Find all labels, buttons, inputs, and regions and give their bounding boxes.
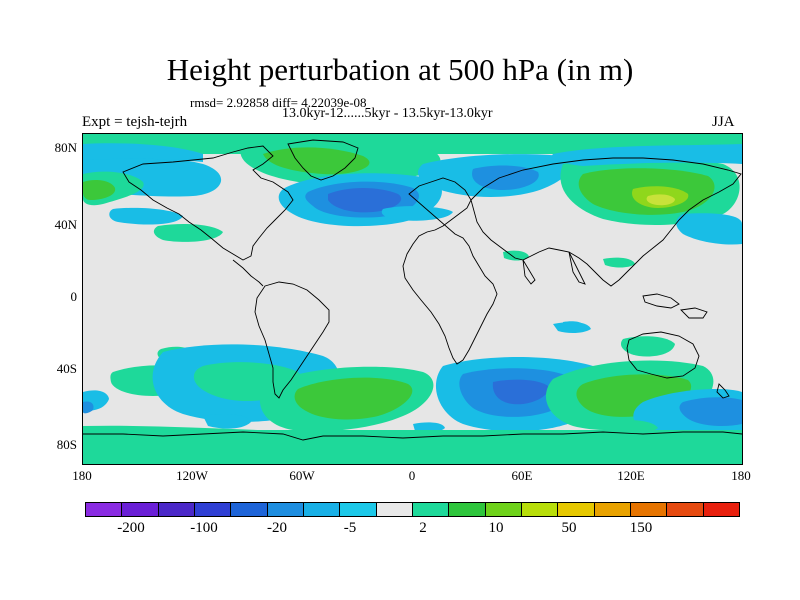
coastline-antarctica bbox=[83, 431, 742, 441]
colorbar-swatch bbox=[122, 503, 159, 516]
coastline-europe-africa bbox=[402, 177, 498, 365]
colorbar-swatch bbox=[267, 503, 304, 516]
colorbar-swatch bbox=[521, 503, 559, 516]
anomaly-region bbox=[676, 213, 742, 245]
anomaly-region bbox=[381, 206, 453, 221]
colorbar bbox=[85, 502, 740, 517]
lon-tick-label: 120E bbox=[617, 468, 645, 483]
colorbar-swatch bbox=[594, 503, 631, 516]
colorbar-label: -20 bbox=[267, 520, 287, 536]
colorbar-label: -200 bbox=[117, 520, 145, 536]
map-panel bbox=[82, 133, 743, 465]
coastline-greenland bbox=[287, 139, 359, 181]
anomaly-region bbox=[620, 336, 675, 357]
coastline-arabia bbox=[522, 259, 536, 285]
lat-tick-label: 80N bbox=[54, 140, 77, 155]
map-canvas bbox=[83, 134, 742, 464]
colorbar-label: 50 bbox=[561, 520, 577, 536]
anomaly-region bbox=[83, 143, 203, 162]
colorbar-swatch bbox=[376, 503, 413, 516]
lon-tick-label: 60W bbox=[289, 468, 315, 483]
anomaly-region bbox=[294, 377, 413, 420]
colorbar-swatch bbox=[558, 503, 595, 516]
anomaly-region bbox=[83, 425, 742, 444]
colorbar-swatch bbox=[86, 503, 123, 516]
coastline-indonesia bbox=[642, 293, 680, 309]
colorbar-swatch bbox=[303, 503, 341, 516]
stats-line: rmsd= 2.92858 diff= 4.22039e-08 bbox=[190, 95, 367, 110]
colorbar-swatch bbox=[667, 503, 704, 516]
lon-tick-label: 120W bbox=[176, 468, 208, 483]
colorbar-swatch bbox=[630, 503, 668, 516]
anomaly-region bbox=[328, 188, 402, 213]
lon-tick-label: 0 bbox=[408, 468, 416, 483]
colorbar-swatch bbox=[485, 503, 522, 516]
colorbar-swatch bbox=[412, 503, 450, 516]
coastline-central-america bbox=[232, 259, 264, 287]
colorbar-label: -100 bbox=[190, 520, 218, 536]
colorbar-swatch bbox=[158, 503, 195, 516]
colorbar-swatch bbox=[194, 503, 232, 516]
anomaly-region bbox=[679, 397, 742, 426]
season-label: JJA bbox=[712, 114, 735, 130]
coastline-south-america bbox=[254, 281, 330, 399]
anomaly-region bbox=[603, 257, 635, 268]
lon-tick-label: 180 bbox=[72, 468, 92, 483]
colorbar-label: 10 bbox=[488, 520, 504, 536]
anomaly-region bbox=[153, 224, 223, 242]
colorbar-swatch bbox=[340, 503, 377, 516]
anomaly-region bbox=[472, 165, 539, 190]
coastline-new-zealand bbox=[716, 383, 730, 399]
colorbar-label: 2 bbox=[419, 520, 427, 536]
lat-tick-label: 80S bbox=[56, 437, 77, 452]
lat-tick-label: 0 bbox=[70, 289, 78, 304]
coastline-asia bbox=[470, 157, 742, 287]
period-line: 13.0kyr-12......5kyr - 13.5kyr-13.0kyr bbox=[282, 106, 493, 121]
lon-tick-label: 60E bbox=[511, 468, 533, 483]
lon-tick-label: 180 bbox=[731, 468, 751, 483]
coastlines bbox=[83, 139, 742, 441]
colorbar-swatch bbox=[449, 503, 486, 516]
anomaly-region bbox=[83, 180, 116, 200]
anomaly-region bbox=[83, 401, 94, 414]
coastline-india bbox=[568, 251, 586, 285]
anomaly-region bbox=[553, 321, 591, 334]
anomaly-region bbox=[492, 379, 549, 405]
lat-tick-label: 40N bbox=[54, 217, 77, 232]
anomaly-region bbox=[646, 194, 675, 206]
anomaly-region bbox=[203, 414, 251, 429]
colorbar-swatch bbox=[703, 503, 739, 516]
coastline-north-america bbox=[122, 145, 294, 261]
anomaly-region bbox=[109, 207, 183, 225]
lat-tick-label: 40S bbox=[56, 361, 77, 376]
coastline-australia bbox=[626, 331, 700, 379]
coastline-new-guinea bbox=[680, 307, 708, 319]
anomaly-region bbox=[552, 144, 742, 166]
anomaly-fills bbox=[83, 134, 742, 464]
colorbar-label: 150 bbox=[629, 520, 653, 536]
anomaly-region bbox=[503, 250, 529, 261]
chart-title: Height perturbation at 500 hPa (in m) bbox=[166, 52, 634, 87]
experiment-label: Expt = tejsh-tejrh bbox=[82, 114, 188, 130]
colorbar-swatch bbox=[231, 503, 268, 516]
anomaly-region bbox=[263, 147, 370, 175]
colorbar-label: -5 bbox=[343, 520, 357, 536]
